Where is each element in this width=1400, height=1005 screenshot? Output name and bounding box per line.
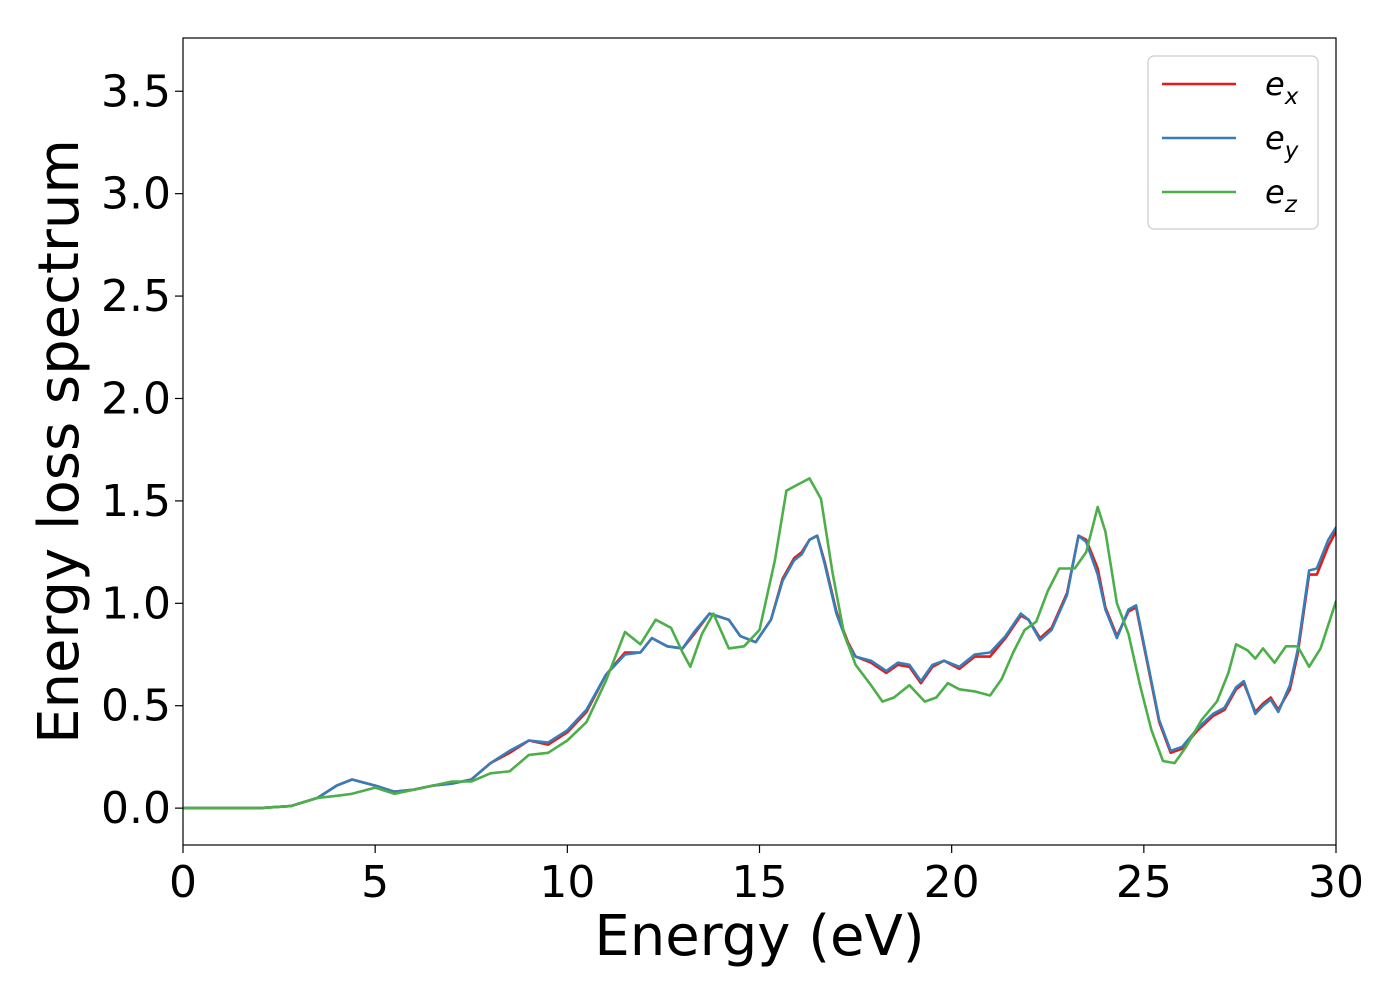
y-tick-label: 2.5 xyxy=(101,271,171,322)
y-tick-label: 2.0 xyxy=(101,373,171,424)
y-tick-label: 0.0 xyxy=(101,783,171,834)
series-line-z xyxy=(183,477,1336,810)
y-axis: 0.0 0.5 1.0 1.5 2.0 2.5 3.0 3.5 xyxy=(101,66,183,834)
x-axis-title: Energy (eV) xyxy=(594,904,924,969)
x-axis: 0 5 10 15 20 25 30 xyxy=(169,845,1364,908)
y-tick-label: 1.0 xyxy=(101,578,171,629)
y-tick-label: 3.0 xyxy=(101,169,171,220)
x-tick-label: 30 xyxy=(1308,857,1364,908)
series-layer xyxy=(183,477,1336,810)
x-tick-label: 20 xyxy=(924,857,980,908)
legend-box xyxy=(1147,55,1319,230)
x-tick-label: 15 xyxy=(732,857,788,908)
x-tick-label: 25 xyxy=(1116,857,1172,908)
y-axis-title: Energy loss spectrum xyxy=(27,139,92,744)
x-tick-label: 0 xyxy=(169,857,197,908)
y-tick-label: 3.5 xyxy=(101,66,171,117)
y-tick-label: 0.5 xyxy=(101,681,171,732)
y-tick-label: 1.5 xyxy=(101,476,171,527)
series-line-y xyxy=(183,526,1336,810)
x-tick-label: 10 xyxy=(539,857,595,908)
x-tick-label: 5 xyxy=(361,857,389,908)
